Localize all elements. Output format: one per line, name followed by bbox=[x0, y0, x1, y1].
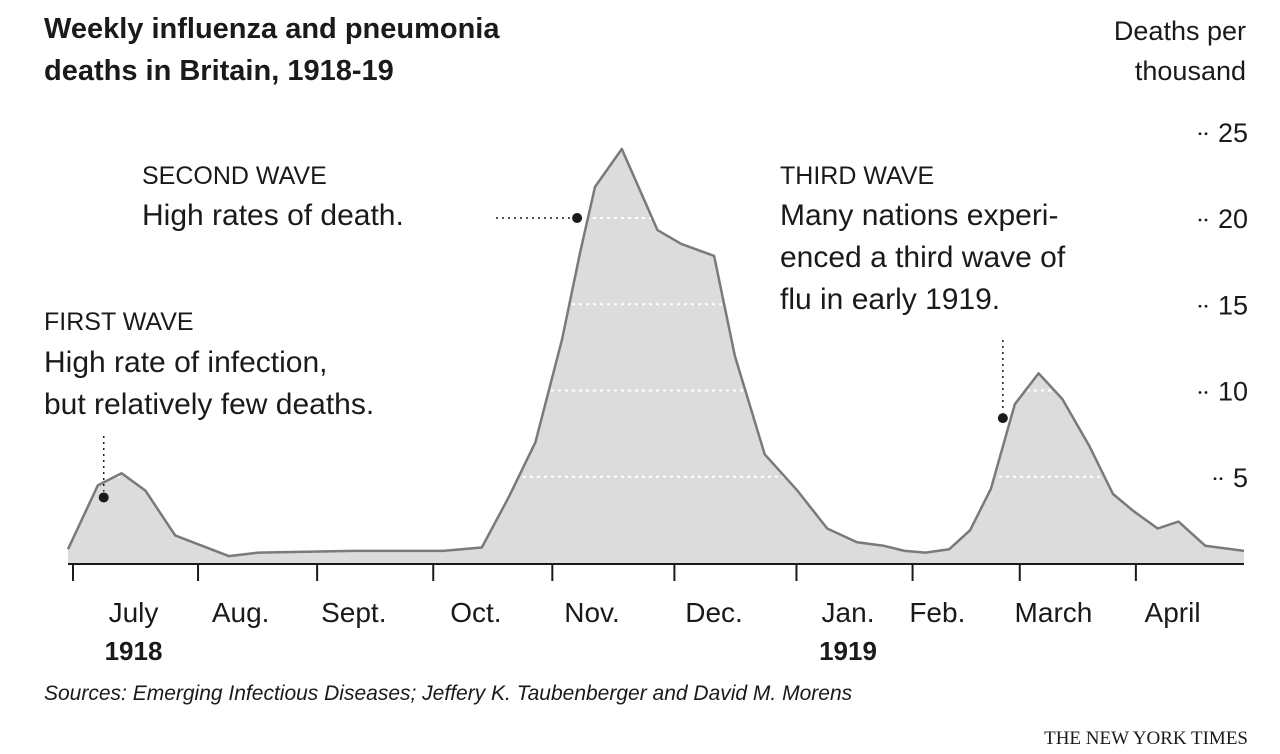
y-tick-dot bbox=[1198, 391, 1202, 394]
x-tick-label: Sept. bbox=[321, 597, 386, 628]
annotation-marker bbox=[98, 492, 109, 503]
x-year-label: 1919 bbox=[819, 636, 877, 666]
series-line bbox=[66, 147, 1245, 558]
y-tick-label: 15 bbox=[1218, 290, 1248, 320]
annotation-head: THIRD WAVE bbox=[780, 162, 934, 190]
y-tick-dot bbox=[1204, 132, 1208, 136]
y-tick-dot bbox=[1204, 218, 1208, 222]
credit-line: THE NEW YORK TIMES bbox=[1044, 728, 1248, 749]
y-tick-dot bbox=[1198, 132, 1202, 136]
y-unit-line2: thousand bbox=[1135, 56, 1246, 86]
x-tick-label: Jan. bbox=[822, 597, 875, 628]
plot-area: July Aug. Sept. Oct. Nov. Dec. Jan. Feb. March Ap… bbox=[66, 118, 1248, 666]
annotation-marker bbox=[572, 213, 583, 223]
y-tick-label: 20 bbox=[1218, 204, 1248, 234]
y-tick-label: 25 bbox=[1218, 118, 1248, 148]
chart-title-line1: Weekly influenza and pneumonia bbox=[44, 13, 500, 45]
area-fill bbox=[68, 149, 1244, 563]
y-tick-dot bbox=[1219, 477, 1223, 481]
y-tick-label: 5 bbox=[1233, 463, 1248, 493]
annotation-second: SECOND WAVE High rates of death. bbox=[142, 162, 583, 232]
x-tick-label: March bbox=[1015, 597, 1093, 628]
y-unit-line1: Deaths per bbox=[1114, 16, 1246, 46]
annotation-head: FIRST WAVE bbox=[44, 308, 194, 336]
x-tick-label: July bbox=[109, 597, 159, 628]
y-tick-dot bbox=[1204, 391, 1208, 394]
x-tick-label: Nov. bbox=[564, 597, 620, 628]
annotation-body: Many nations experi- bbox=[780, 199, 1058, 232]
annotation-marker bbox=[997, 413, 1008, 424]
x-tick-label: Oct. bbox=[450, 597, 501, 628]
x-year-label: 1918 bbox=[105, 636, 163, 666]
annotation-body: flu in early 1919. bbox=[780, 283, 1000, 316]
x-tick-label: Feb. bbox=[909, 597, 965, 628]
y-tick-label: 10 bbox=[1218, 377, 1248, 407]
annotations: FIRST WAVE High rate of infection, but rel… bbox=[44, 162, 1066, 503]
source-note: Sources: Emerging Infectious Diseases; J… bbox=[44, 682, 853, 705]
y-tick-dot bbox=[1198, 218, 1202, 222]
annotation-body: enced a third wave of bbox=[780, 241, 1066, 274]
chart-title-line2: deaths in Britain, 1918-19 bbox=[44, 55, 394, 87]
annotation-body: High rate of infection, bbox=[44, 346, 328, 379]
x-tick-label: Aug. bbox=[212, 597, 270, 628]
annotation-first: FIRST WAVE High rate of infection, but rel… bbox=[44, 308, 374, 503]
annotation-body: High rates of death. bbox=[142, 199, 404, 232]
y-tick-dot bbox=[1198, 304, 1202, 308]
y-tick-dot bbox=[1213, 477, 1217, 481]
x-tick-label: Dec. bbox=[685, 597, 743, 628]
x-tick-label: April bbox=[1145, 597, 1201, 628]
y-tick-dot bbox=[1204, 304, 1208, 308]
annotation-third: THIRD WAVE Many nations experi-enced a th… bbox=[780, 162, 1066, 424]
annotation-body: but relatively few deaths. bbox=[44, 388, 374, 421]
annotation-head: SECOND WAVE bbox=[142, 162, 327, 190]
